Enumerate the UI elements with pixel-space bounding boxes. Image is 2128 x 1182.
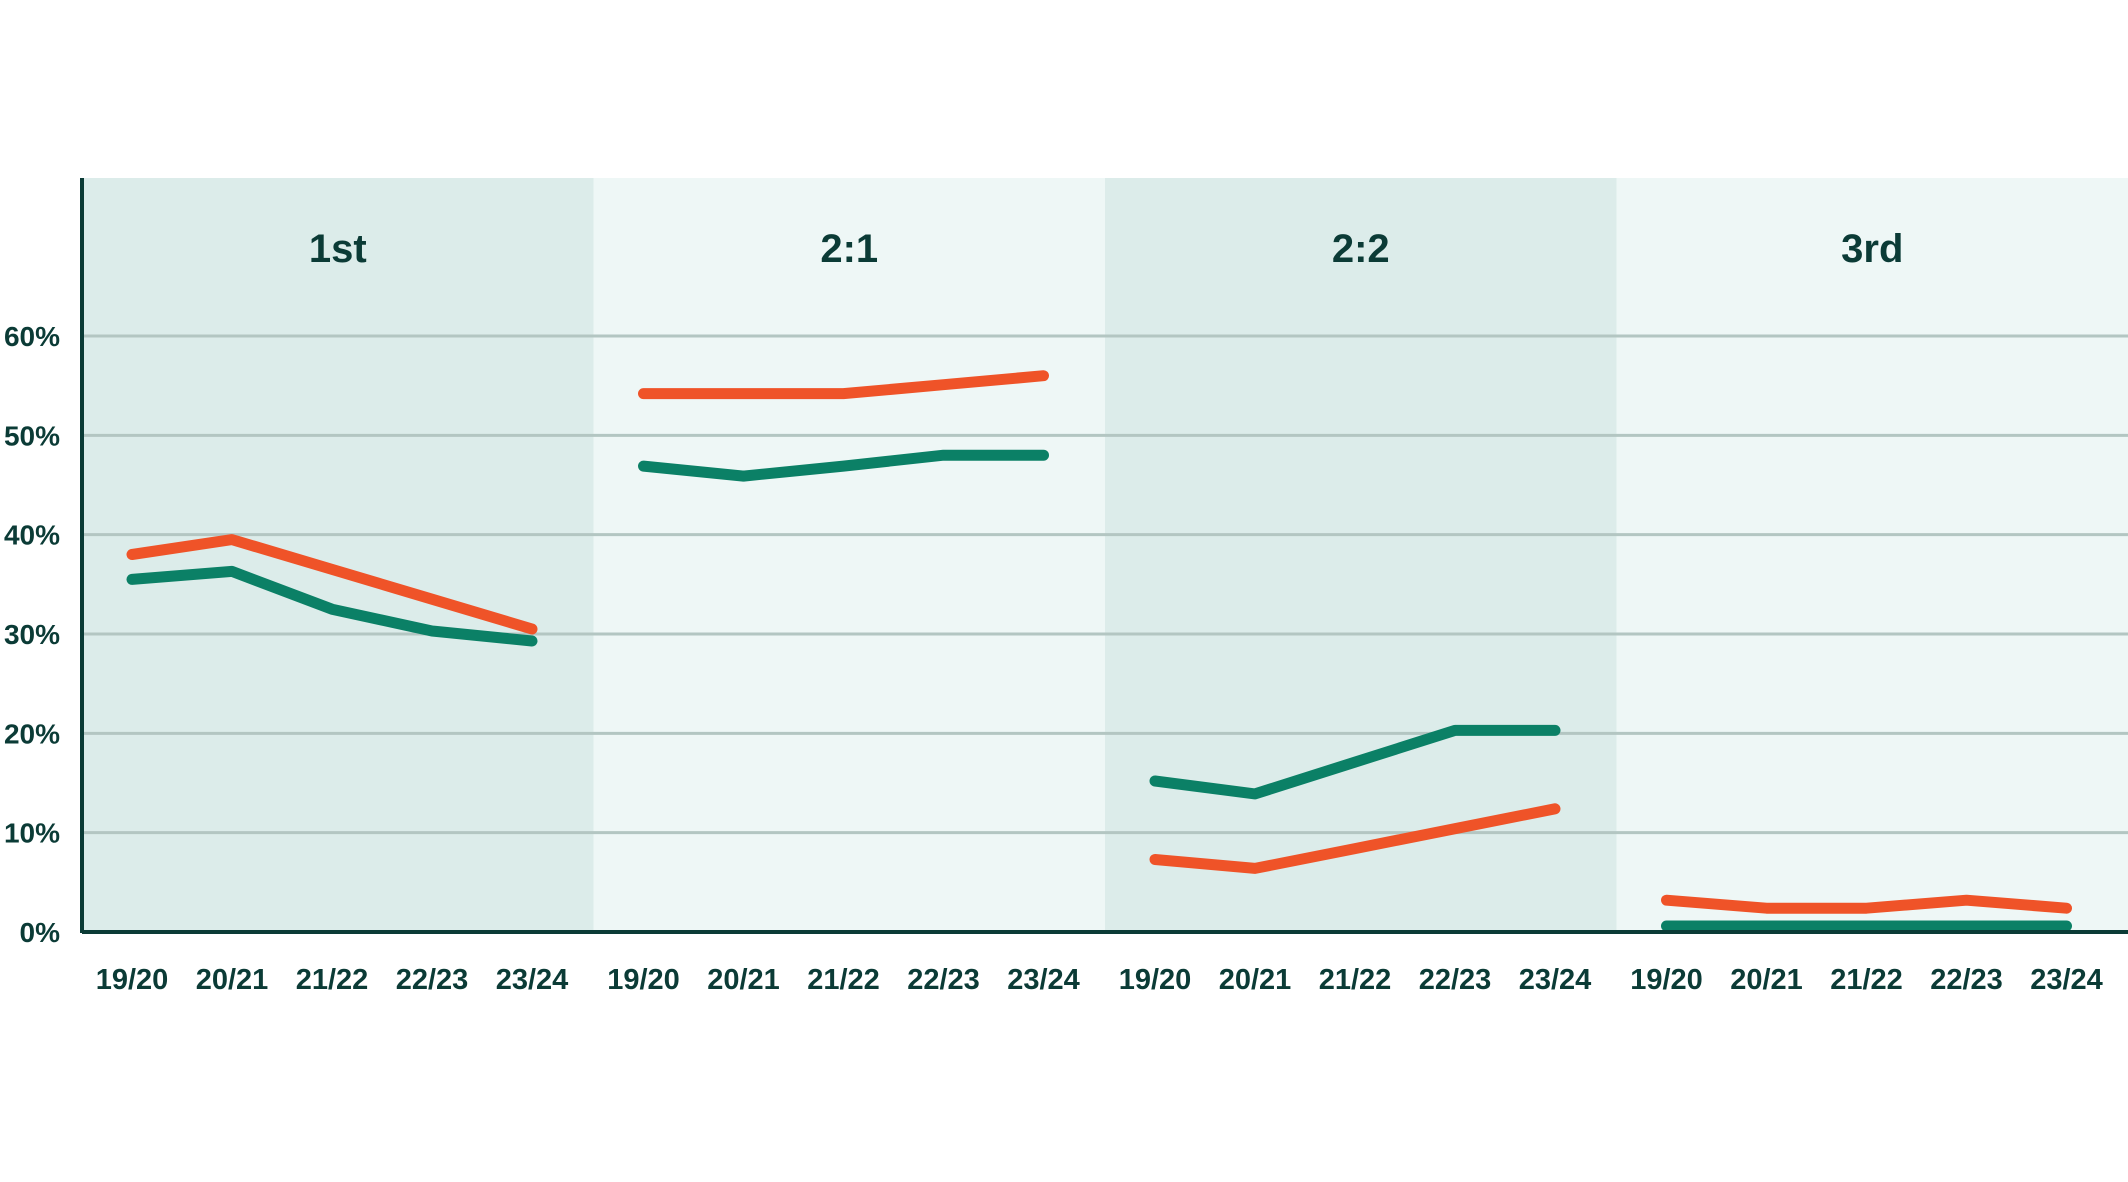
x-tick-label: 23/24: [1519, 964, 1592, 996]
panel-titles: 1st 2:1 2:2 3rd: [309, 227, 1904, 271]
x-tick-label: 23/24: [2030, 964, 2103, 996]
panel-title: 1st: [309, 227, 367, 271]
y-tick-label: 40%: [4, 520, 60, 551]
x-tick-label: 19/20: [607, 964, 680, 996]
x-tick-label: 20/21: [1219, 964, 1292, 996]
y-tick-labels: 0% 10% 20% 30% 40% 50% 60%: [4, 321, 60, 948]
x-tick-label: 21/22: [807, 964, 880, 996]
y-tick-label: 0%: [20, 917, 61, 948]
panel-title: 2:2: [1332, 227, 1390, 271]
y-tick-label: 60%: [4, 321, 60, 352]
x-tick-label: 23/24: [1007, 964, 1080, 996]
series-line-1-1: [126, 534, 538, 635]
x-tick-label: 21/22: [296, 964, 369, 996]
x-tick-label: 22/23: [907, 964, 980, 996]
x-tick-label: 22/23: [396, 964, 469, 996]
x-tick-label: 21/22: [1830, 964, 1903, 996]
panel-background-4: [1616, 178, 2128, 933]
y-tick-label: 20%: [4, 718, 60, 749]
x-tick-label: 20/21: [1730, 964, 1803, 996]
series-line-3-2: [1149, 724, 1561, 800]
x-tick-label: 20/21: [196, 964, 269, 996]
series-lines: [126, 370, 2072, 932]
y-tick-label: 50%: [4, 420, 60, 451]
panel-background-3: [1105, 178, 1617, 933]
x-tick-label: 19/20: [1119, 964, 1192, 996]
panel-background-2: [593, 178, 1105, 933]
x-tick-label: 22/23: [1419, 964, 1492, 996]
series-line-3-1: [1149, 803, 1561, 874]
x-tick-label: 22/23: [1930, 964, 2003, 996]
x-tick-label: 19/20: [96, 964, 169, 996]
x-tick-label: 19/20: [1630, 964, 1703, 996]
panel-background-1: [82, 178, 594, 933]
x-tick-label: 23/24: [496, 964, 569, 996]
series-line-2-1: [638, 370, 1049, 400]
x-tick-label: 20/21: [707, 964, 780, 996]
panel-title: 3rd: [1841, 227, 1903, 271]
axes: [80, 178, 2128, 934]
y-tick-label: 10%: [4, 818, 60, 849]
y-tick-label: 30%: [4, 619, 60, 650]
x-tick-labels: 19/20 20/21 21/22 22/23 23/24 19/20 20/21 21/22…: [96, 964, 2103, 996]
series-line-4-1: [1661, 894, 2072, 914]
panel-backgrounds: [82, 178, 2128, 933]
series-line-2-2: [638, 449, 1049, 482]
x-tick-label: 21/22: [1319, 964, 1392, 996]
series-line-1-2: [126, 565, 538, 647]
panel-title: 2:1: [820, 227, 878, 271]
